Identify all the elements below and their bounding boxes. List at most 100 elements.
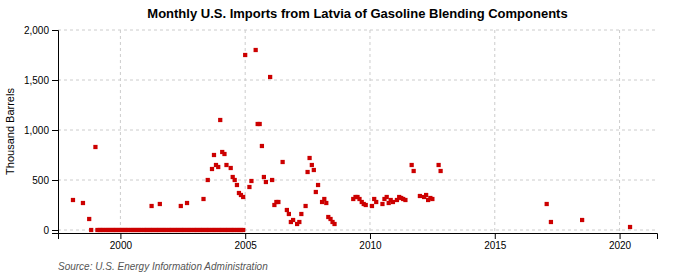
y-axis: 05001,0001,5002,000 bbox=[24, 25, 59, 236]
title: Monthly U.S. Imports from Latvia of Gaso… bbox=[147, 6, 567, 21]
y-axis-title: Thousand Barrels bbox=[4, 88, 16, 175]
point bbox=[305, 170, 309, 174]
point bbox=[264, 180, 268, 184]
point bbox=[233, 178, 237, 182]
point bbox=[430, 197, 434, 201]
point bbox=[222, 152, 226, 156]
point bbox=[218, 118, 222, 122]
tick: 2000 bbox=[110, 233, 133, 251]
tick: 2020 bbox=[609, 233, 632, 251]
point bbox=[380, 202, 384, 206]
point bbox=[229, 166, 233, 170]
point bbox=[628, 225, 632, 229]
point bbox=[312, 168, 316, 172]
point bbox=[254, 48, 258, 52]
point bbox=[210, 167, 214, 171]
point bbox=[158, 202, 162, 206]
tick-label: 2005 bbox=[235, 240, 258, 251]
tick: 2010 bbox=[359, 233, 382, 251]
point bbox=[310, 163, 314, 167]
point bbox=[247, 185, 251, 189]
axis-line bbox=[59, 234, 658, 240]
point bbox=[185, 201, 189, 205]
tick-mark bbox=[52, 30, 58, 31]
grid-line bbox=[369, 30, 370, 233]
point bbox=[410, 163, 414, 167]
point bbox=[270, 178, 274, 182]
tick-mark bbox=[52, 180, 58, 181]
tick-mark bbox=[120, 233, 121, 239]
tick-mark bbox=[620, 233, 621, 239]
point bbox=[81, 201, 85, 205]
points bbox=[71, 48, 632, 232]
chart: 2000200520102015202005001,0001,5002,000M… bbox=[0, 0, 675, 275]
tick-label: 0 bbox=[43, 225, 49, 236]
tick-label: 1,500 bbox=[24, 75, 49, 86]
point bbox=[385, 195, 389, 199]
tick-label: 1,000 bbox=[24, 125, 49, 136]
tick-mark bbox=[370, 233, 371, 239]
point bbox=[291, 218, 295, 222]
point bbox=[241, 195, 245, 199]
point bbox=[299, 212, 303, 216]
point bbox=[268, 75, 272, 79]
point bbox=[316, 183, 320, 187]
tick-mark bbox=[52, 130, 58, 131]
tick: 1,500 bbox=[24, 75, 58, 86]
grid-line bbox=[245, 30, 246, 233]
grid-line bbox=[494, 30, 495, 233]
point bbox=[424, 193, 428, 197]
point bbox=[436, 163, 440, 167]
plot: 2000200520102015202005001,0001,5002,000 bbox=[24, 25, 658, 251]
point bbox=[297, 220, 301, 224]
tick-mark bbox=[495, 233, 496, 239]
point bbox=[281, 160, 285, 164]
axis-line bbox=[52, 31, 59, 234]
point bbox=[201, 197, 205, 201]
point bbox=[224, 163, 228, 167]
annotation: Source: U.S. Energy Information Administ… bbox=[58, 261, 268, 272]
point bbox=[324, 201, 328, 205]
point bbox=[93, 145, 97, 149]
point bbox=[322, 197, 326, 201]
tick-label: 2000 bbox=[110, 240, 133, 251]
tick-label: 2015 bbox=[484, 240, 507, 251]
point bbox=[580, 218, 584, 222]
point bbox=[418, 194, 422, 198]
point bbox=[179, 204, 183, 208]
point bbox=[285, 208, 289, 212]
point bbox=[206, 178, 210, 182]
tick-mark bbox=[245, 233, 246, 239]
tick: 2005 bbox=[235, 233, 258, 251]
point bbox=[149, 204, 153, 208]
point bbox=[287, 212, 291, 216]
point bbox=[364, 203, 368, 207]
grid-line bbox=[120, 30, 121, 233]
grid bbox=[58, 30, 657, 233]
point bbox=[212, 153, 216, 157]
grid-line bbox=[58, 80, 657, 81]
point bbox=[412, 169, 416, 173]
point bbox=[276, 200, 280, 204]
point bbox=[374, 200, 378, 204]
point bbox=[89, 228, 93, 232]
point bbox=[258, 122, 262, 126]
tick-mark bbox=[52, 80, 58, 81]
point bbox=[314, 190, 318, 194]
tick: 0 bbox=[43, 225, 58, 236]
tick-mark bbox=[52, 230, 58, 231]
point bbox=[307, 156, 311, 160]
point bbox=[216, 165, 220, 169]
grid-line bbox=[58, 130, 657, 131]
point bbox=[243, 53, 247, 57]
point bbox=[370, 204, 374, 208]
tick: 1,000 bbox=[24, 125, 58, 136]
tick-label: 2010 bbox=[359, 240, 382, 251]
point bbox=[87, 217, 91, 221]
tick-label: 2020 bbox=[609, 240, 632, 251]
grid-line bbox=[58, 180, 657, 181]
tick-label: 500 bbox=[32, 175, 49, 186]
point bbox=[403, 198, 407, 202]
point bbox=[260, 144, 264, 148]
point bbox=[262, 175, 266, 179]
